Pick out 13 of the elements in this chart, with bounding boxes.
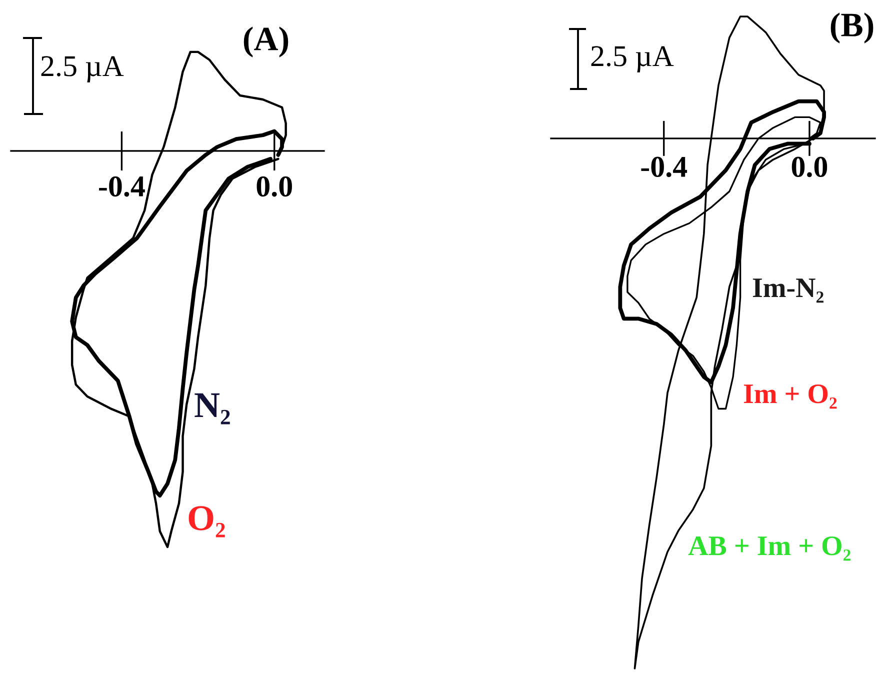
x-tick-label: -0.4: [99, 176, 145, 197]
chart-title: (B): [830, 12, 874, 44]
x-tick-label: 0.0: [792, 156, 828, 178]
x-tick-label: 0.0: [256, 176, 292, 197]
series-label: O₂: [188, 506, 225, 538]
series-label: AB + Im + O₂: [688, 536, 850, 561]
series-label: N₂: [194, 393, 230, 424]
chart-title: (A): [244, 26, 288, 58]
annotation: 2.5 µA: [41, 56, 124, 82]
annotation: 2.5 µA: [591, 46, 674, 72]
series-label: Im-N₂: [752, 278, 824, 303]
x-tick-label: -0.4: [641, 156, 688, 178]
series-label: Im + O₂: [744, 384, 837, 409]
